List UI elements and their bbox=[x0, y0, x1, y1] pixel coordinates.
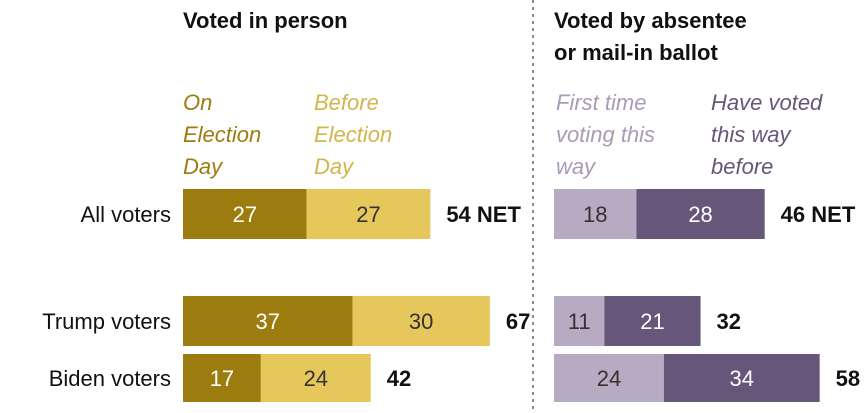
panel-title-0: Voted in person bbox=[183, 8, 348, 33]
bar-0-0-trump-voters bbox=[183, 296, 353, 346]
legend-label-0-1: Before bbox=[314, 90, 379, 115]
bar-1-0-trump-voters bbox=[554, 296, 605, 346]
bar-value-label: 24 bbox=[304, 366, 328, 391]
bar-value-label: 27 bbox=[233, 202, 257, 227]
row-label-biden-voters: Biden voters bbox=[49, 366, 171, 391]
total-label-1-trump-voters: 32 bbox=[717, 309, 741, 334]
bar-value-label: 28 bbox=[688, 202, 712, 227]
bar-1-1-trump-voters bbox=[604, 296, 701, 346]
legend-label-1-0: voting this bbox=[556, 122, 655, 147]
legend-label-0-0: Day bbox=[183, 154, 224, 179]
total-label-1-all-voters: 46 NET bbox=[781, 202, 856, 227]
legend-label-0-1: Day bbox=[314, 154, 355, 179]
bar-1-1-biden-voters bbox=[663, 354, 820, 402]
legend-label-1-0: way bbox=[556, 154, 597, 179]
legend-label-0-1: Election bbox=[314, 122, 392, 147]
bar-value-label: 18 bbox=[583, 202, 607, 227]
legend-label-0-0: Election bbox=[183, 122, 261, 147]
bar-value-label: 27 bbox=[356, 202, 380, 227]
total-label-0-trump-voters: 67 bbox=[506, 309, 530, 334]
bar-0-0-biden-voters bbox=[183, 354, 261, 402]
bar-value-label: 24 bbox=[597, 366, 621, 391]
bar-value-label: 34 bbox=[730, 366, 754, 391]
row-label-all-voters: All voters bbox=[81, 202, 171, 227]
total-label-0-biden-voters: 42 bbox=[387, 366, 411, 391]
row-label-trump-voters: Trump voters bbox=[42, 309, 171, 334]
legend-label-0-0: On bbox=[183, 90, 212, 115]
bar-1-0-all-voters bbox=[554, 189, 637, 239]
bar-value-label: 30 bbox=[409, 309, 433, 334]
bar-value-label: 21 bbox=[640, 309, 664, 334]
bar-0-0-all-voters bbox=[183, 189, 307, 239]
panel-title-1: Voted by absentee bbox=[554, 8, 747, 33]
bar-1-0-biden-voters bbox=[554, 354, 664, 402]
bar-0-1-biden-voters bbox=[260, 354, 371, 402]
bar-value-label: 11 bbox=[568, 309, 591, 334]
total-label-0-all-voters: 54 NET bbox=[446, 202, 521, 227]
bar-value-label: 37 bbox=[255, 309, 279, 334]
total-label-1-biden-voters: 58 bbox=[836, 366, 860, 391]
legend-label-1-1: before bbox=[711, 154, 773, 179]
bar-0-1-all-voters bbox=[306, 189, 431, 239]
legend-label-1-1: Have voted bbox=[711, 90, 823, 115]
legend-label-1-1: this way bbox=[711, 122, 792, 147]
bar-1-1-all-voters bbox=[636, 189, 765, 239]
legend-label-1-0: First time bbox=[556, 90, 646, 115]
bar-0-1-trump-voters bbox=[352, 296, 490, 346]
bar-value-label: 17 bbox=[210, 366, 234, 391]
panel-title-1: or mail-in ballot bbox=[554, 40, 718, 65]
